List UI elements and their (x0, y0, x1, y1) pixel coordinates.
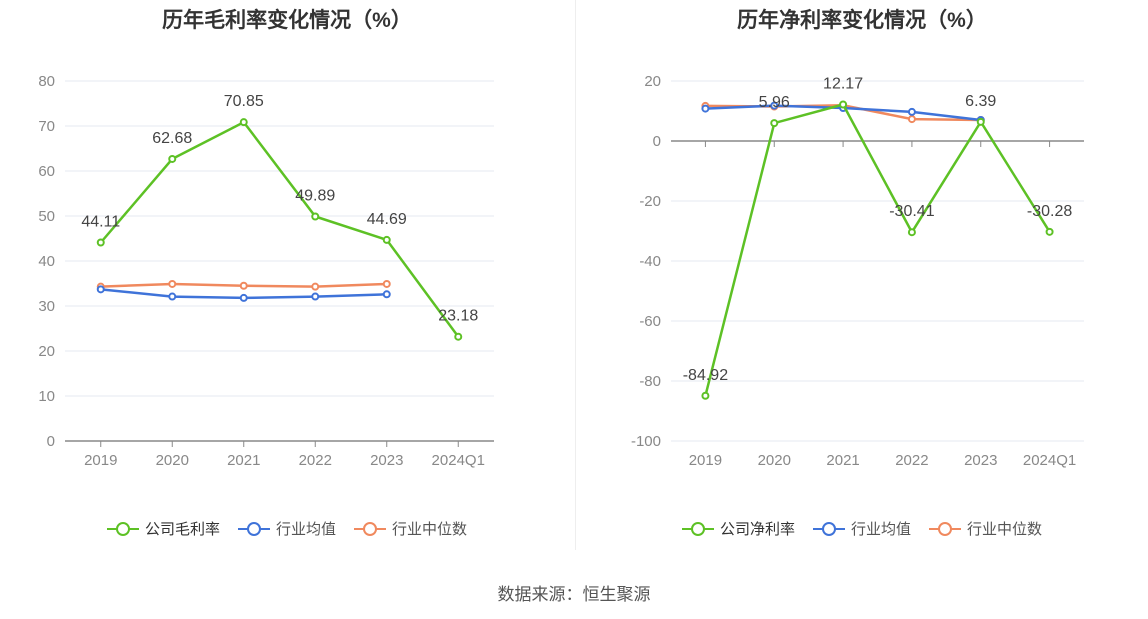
data-point (976, 117, 985, 126)
data-point (239, 118, 248, 127)
data-point (168, 154, 177, 163)
data-point (907, 107, 916, 116)
y-tick-label: -20 (639, 193, 661, 210)
data-label: 5.96 (759, 94, 790, 111)
y-tick-label: 50 (38, 208, 55, 225)
data-point (311, 282, 320, 291)
y-tick-label: 70 (38, 118, 55, 135)
data-label: 44.11 (81, 214, 120, 231)
legend-swatch-icon (354, 519, 386, 539)
data-point (907, 228, 916, 237)
x-tick-label: 2024Q1 (432, 452, 485, 469)
legend-label: 行业中位数 (392, 521, 468, 538)
x-tick-label: 2021 (227, 452, 260, 469)
legend-swatch-icon (681, 519, 714, 539)
chart-title: 历年毛利率变化情况（%） (162, 9, 412, 32)
legend-item[interactable]: 公司净利率 (681, 518, 795, 539)
chart-legend: 公司净利率 行业均值 行业中位数 (576, 518, 1148, 539)
data-point (839, 100, 848, 109)
x-tick-label: 2023 (370, 452, 403, 469)
data-label: 6.39 (965, 93, 996, 110)
y-tick-label: 20 (644, 73, 661, 90)
panel-divider (575, 0, 576, 550)
data-label: 70.85 (224, 93, 264, 110)
data-point (311, 212, 320, 221)
legend-item[interactable]: 行业均值 (237, 518, 336, 539)
legend-item[interactable]: 公司毛利率 (106, 518, 220, 539)
data-label: -30.41 (889, 203, 934, 220)
data-label: 62.68 (152, 130, 192, 147)
legend-item[interactable]: 行业均值 (812, 518, 911, 539)
y-tick-label: 10 (38, 388, 55, 405)
y-tick-label: -80 (639, 373, 661, 390)
legend-label: 公司净利率 (719, 521, 795, 538)
data-point (907, 115, 916, 124)
x-tick-label: 2020 (758, 452, 791, 469)
y-tick-label: 0 (47, 433, 55, 450)
legend-item[interactable]: 行业中位数 (929, 518, 1042, 539)
y-tick-label: 20 (38, 343, 55, 360)
data-label: 23.18 (438, 308, 478, 325)
x-tick-label: 2022 (895, 452, 928, 469)
data-label: 12.17 (823, 75, 863, 92)
x-tick-label: 2019 (689, 452, 722, 469)
x-tick-label: 2023 (964, 452, 997, 469)
legend-label: 行业均值 (850, 521, 911, 538)
x-tick-label: 2022 (299, 452, 332, 469)
data-source-note: 数据来源：恒生聚源 (497, 585, 651, 604)
series-line (704, 103, 1051, 397)
series-line (99, 120, 460, 338)
data-point (454, 332, 463, 341)
y-tick-label: -60 (639, 313, 661, 330)
legend-label: 公司毛利率 (144, 521, 220, 538)
data-point (701, 391, 710, 400)
data-point (311, 292, 320, 301)
data-point (382, 235, 391, 244)
data-point (701, 104, 710, 113)
y-tick-label: -40 (639, 253, 661, 270)
legend-label: 行业中位数 (967, 521, 1043, 538)
y-tick-label: 80 (38, 73, 55, 90)
x-tick-label: 2020 (156, 452, 189, 469)
data-point (168, 292, 177, 301)
legend-swatch-icon (106, 519, 139, 539)
y-tick-label: -100 (631, 433, 661, 450)
legend-item[interactable]: 行业中位数 (354, 518, 467, 539)
gross-margin-chart-panel: 历年毛利率变化情况（%） 0 10 20 30 40 50 60 70 80 2019 2020 20… (0, 0, 574, 560)
legend-label: 行业均值 (275, 521, 336, 538)
y-tick-label: 30 (38, 298, 55, 315)
data-point (96, 238, 105, 247)
x-tick-label: 2021 (826, 452, 859, 469)
data-point (770, 101, 779, 110)
data-label: 44.69 (367, 211, 407, 228)
gross-margin-chart: 0 10 20 30 40 50 60 70 80 2019 2020 2021 2022 2023 202… (38, 73, 494, 469)
data-point (239, 281, 248, 290)
data-label: -84.92 (683, 367, 728, 384)
data-point (96, 285, 105, 294)
legend-swatch-icon (812, 519, 845, 539)
data-point (382, 290, 391, 299)
data-point (382, 279, 391, 288)
legend-swatch-icon (237, 519, 270, 539)
chart-legend: 公司毛利率 行业均值 行业中位数 (0, 518, 574, 539)
data-point (239, 293, 248, 302)
net-margin-chart: -100 -80 -60 -40 -20 0 20 2019 2020 2021 2022 2023 2… (631, 73, 1084, 469)
x-tick-label: 2019 (84, 452, 117, 469)
net-margin-chart-panel: 历年净利率变化情况（%） -100 -80 -60 -40 -20 0 20 2019 2020… (576, 0, 1148, 560)
y-tick-label: 40 (38, 253, 55, 270)
chart-title: 历年净利率变化情况（%） (737, 9, 987, 32)
x-tick-label: 2024Q1 (1023, 452, 1076, 469)
y-tick-label: 60 (38, 163, 55, 180)
data-point (168, 279, 177, 288)
data-point (1045, 227, 1054, 236)
legend-swatch-icon (929, 519, 961, 539)
data-label: 49.89 (295, 187, 335, 204)
data-point (770, 119, 779, 128)
data-label: -30.28 (1027, 203, 1072, 220)
y-tick-label: 0 (653, 133, 661, 150)
